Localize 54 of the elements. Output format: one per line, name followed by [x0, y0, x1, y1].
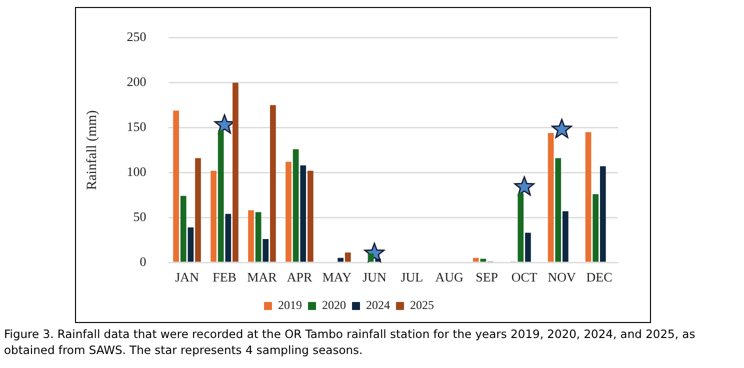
bar [232, 82, 238, 262]
bar [255, 212, 262, 262]
bar [180, 196, 186, 262]
bar [344, 252, 351, 262]
x-tick-label: JUN [362, 270, 387, 285]
bar [218, 130, 224, 262]
bar [286, 162, 292, 262]
bar [195, 158, 201, 262]
bar [262, 239, 269, 262]
bar [292, 149, 299, 262]
x-tick-label: APR [286, 270, 312, 285]
bar [518, 193, 524, 262]
legend-label: 2024 [366, 298, 390, 312]
x-tick-label: NOV [548, 270, 576, 285]
bar [210, 170, 216, 262]
x-tick-label: JAN [175, 270, 200, 285]
y-tick-label: 250 [126, 29, 146, 44]
bar [173, 110, 179, 262]
bar [248, 210, 254, 262]
x-tick-label: DEC [586, 270, 612, 285]
bar [592, 194, 599, 262]
bar [188, 227, 194, 262]
y-tick-label: 100 [126, 164, 146, 179]
bar [368, 253, 374, 262]
legend-label: 2019 [278, 298, 302, 312]
bar [600, 166, 606, 262]
x-tick-label: OCT [511, 270, 538, 285]
bar [375, 258, 381, 262]
y-tick-label: 150 [126, 119, 146, 134]
bar [225, 214, 232, 262]
bar [300, 165, 306, 262]
bar [480, 258, 486, 262]
y-axis-title: Rainfall (mm) [85, 110, 100, 190]
bar [270, 105, 276, 262]
bar [308, 170, 314, 262]
x-tick-label: FEB [212, 270, 237, 285]
bar [555, 158, 562, 262]
bar [548, 133, 554, 262]
x-tick-label: JUL [400, 270, 424, 285]
bar [562, 211, 568, 262]
legend-label: 2025 [410, 298, 434, 312]
x-tick-label: MAY [322, 270, 352, 285]
x-tick-label: MAR [247, 270, 278, 285]
y-tick-label: 50 [133, 208, 146, 224]
x-tick-label: AUG [435, 270, 464, 285]
bar [525, 232, 531, 262]
legend-label: 2020 [322, 298, 346, 312]
bar [585, 132, 592, 262]
x-tick-label: SEP [476, 270, 498, 285]
bar [338, 258, 344, 262]
y-tick-label: 0 [140, 254, 146, 269]
bar [472, 258, 479, 262]
caption: Figure 3. Rainfall data that were recorded at the OR Tambo rainfall station for the years 2019, 2020, 2024, and 2025, as obtained from SAWS. The star represents 4 sampling seasons. [4, 326, 696, 358]
y-tick-label: 200 [126, 74, 146, 90]
